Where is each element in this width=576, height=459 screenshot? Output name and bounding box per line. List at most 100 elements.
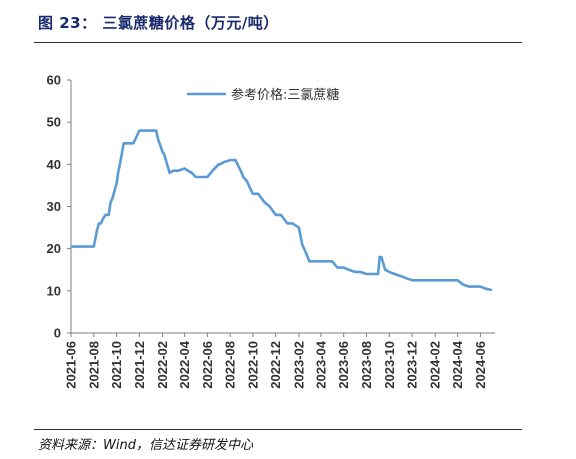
data-point [242,176,245,178]
x-tick-label: 2024-06 [473,341,488,389]
data-point [222,161,225,164]
data-point [132,142,135,145]
x-tick-label: 2021-08 [86,341,101,389]
y-tick-label: 60 [47,73,61,88]
data-point [117,171,119,174]
data-point [101,218,104,220]
data-point [313,260,316,263]
x-tick-label: 2023-06 [336,341,351,389]
y-tick-label: 50 [47,115,61,130]
data-point [439,279,442,282]
chart-legend: 参考价格:三氯蔗糖 [187,87,339,103]
data-point [100,222,102,225]
data-point [354,271,356,273]
data-point [187,169,189,172]
legend-label: 参考价格:三氯蔗糖 [231,87,339,103]
data-point [393,273,396,275]
data-point [127,142,129,145]
data-point [168,171,171,174]
data-point [190,171,193,174]
data-point [86,245,89,248]
data-point [217,163,220,166]
x-axis-ticks: 2021-06 2021-08 2021-10 2021-12 2022-02 2022-… [64,333,488,389]
data-point [388,271,391,273]
data-point [219,163,221,166]
data-point [75,245,78,248]
data-point [252,193,254,195]
x-tick-label: 2021-06 [64,341,79,389]
y-tick-label: 20 [47,241,61,256]
x-tick-label: 2022-08 [223,341,238,389]
data-point [359,271,361,273]
data-point [378,256,381,258]
data-point [229,159,231,161]
y-axis-ticks: 0 10 20 30 40 50 60 [47,73,71,341]
bottom-divider [34,429,522,430]
data-point [257,193,259,195]
x-tick-label: 2023-10 [382,341,397,389]
data-point [428,279,430,282]
x-tick-label: 2023-04 [313,340,328,388]
data-point [96,228,98,231]
data-point [92,245,95,248]
data-point [400,275,402,277]
data-point [115,182,118,185]
data-point [234,159,237,161]
data-point [161,150,164,153]
data-point [165,159,167,161]
y-tick-label: 40 [47,157,61,172]
x-tick-label: 2022-10 [245,341,260,389]
data-point [301,243,304,246]
data-point [163,152,165,155]
data-point [291,222,294,225]
x-tick-label: 2023-08 [359,341,374,389]
data-point [456,279,459,282]
data-point [298,226,300,229]
data-point [370,273,373,275]
data-point [405,277,407,279]
source-note: 资料来源：Wind，信达证券研发中心 [38,438,253,453]
x-tick-label: 2022-02 [155,341,170,389]
x-tick-label: 2021-12 [132,341,147,389]
data-point [248,184,250,187]
y-tick-label: 0 [54,326,61,341]
data-point [246,180,248,182]
data-point [211,169,214,172]
top-divider [34,42,522,43]
y-tick-label: 30 [47,199,61,214]
data-point [150,129,152,132]
y-tick-label: 10 [47,283,61,298]
plot-area [70,129,493,292]
data-point [411,279,413,282]
x-tick-label: 2024-02 [428,341,443,389]
data-point [365,273,368,275]
x-tick-label: 2022-12 [268,341,283,389]
data-point [177,169,180,172]
data-point [422,279,425,282]
data-point [143,129,146,132]
data-point [416,279,419,282]
data-point [263,201,266,204]
data-point [200,176,202,178]
data-point [377,273,379,275]
data-point [490,289,493,291]
x-tick-label: 2024-04 [450,340,465,388]
data-point [286,222,289,225]
data-point [479,285,482,288]
data-point [384,268,386,271]
data-point [109,201,112,204]
data-point [157,138,159,140]
data-point [104,214,107,216]
data-point [155,129,157,132]
data-point [172,169,174,172]
data-point [348,268,350,271]
x-tick-label: 2023-12 [405,341,420,389]
x-tick-label: 2021-10 [109,341,124,389]
data-point [336,266,339,269]
data-point [280,214,282,216]
data-point [320,260,322,263]
data-point [107,214,110,216]
series-line [71,129,492,292]
data-point [331,260,333,263]
x-tick-label: 2022-04 [177,340,192,388]
